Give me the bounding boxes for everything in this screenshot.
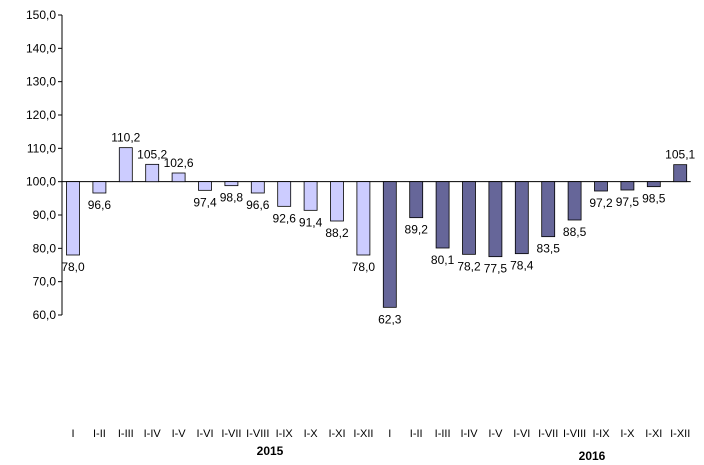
data-label: 102,6	[164, 156, 194, 170]
y-tick-label: 150,0	[26, 8, 56, 22]
bar	[198, 181, 212, 191]
category-label: I-II	[410, 428, 423, 440]
category-label: I-IX	[592, 428, 610, 440]
category-label: I-IV	[460, 428, 478, 440]
y-tick-label: 110,0	[27, 141, 56, 155]
category-label: I-IX	[276, 428, 294, 440]
bar	[224, 181, 239, 187]
bar	[514, 181, 529, 255]
data-label: 105,2	[137, 147, 167, 161]
year-label: 2016	[579, 449, 606, 463]
data-label: 88,5	[563, 225, 587, 239]
year-labels: 2015 2016	[257, 444, 606, 463]
data-label: 89,2	[405, 223, 429, 237]
data-label: 96,6	[88, 198, 112, 212]
bar	[435, 181, 450, 249]
category-label: I-X	[620, 428, 635, 440]
bar	[409, 181, 424, 219]
bar	[145, 163, 160, 183]
bar	[92, 181, 107, 194]
category-label: I-III	[118, 428, 134, 440]
data-label: 92,6	[273, 211, 297, 225]
bar	[277, 181, 292, 207]
bar	[330, 181, 344, 222]
bar	[382, 181, 397, 308]
y-tick-label: 140,0	[26, 41, 56, 55]
data-label: 88,2	[325, 226, 349, 240]
category-label: I-VI	[196, 428, 213, 440]
bar	[250, 181, 265, 194]
data-label: 110,2	[111, 131, 140, 145]
data-label: 98,8	[220, 191, 244, 205]
data-label: 77,5	[484, 262, 508, 276]
y-tick-label: 120,0	[26, 108, 56, 122]
category-label: I-XI	[328, 428, 345, 440]
data-label: 62,3	[378, 312, 402, 326]
category-label: I-VIII	[246, 428, 269, 440]
y-tick-label: 70,0	[33, 275, 57, 289]
bar	[356, 181, 371, 256]
data-label: 96,6	[246, 198, 270, 212]
bar	[646, 181, 661, 188]
y-tick-label: 90,0	[33, 208, 57, 222]
bar	[303, 181, 318, 211]
category-label: I	[388, 428, 391, 440]
y-tick-label: 130,0	[26, 75, 56, 89]
y-tick-label: 80,0	[33, 241, 57, 255]
data-label: 97,2	[589, 196, 613, 210]
bar	[66, 181, 80, 256]
category-label: I-XII	[353, 428, 373, 440]
bar	[620, 181, 635, 191]
axes: 60,0 70,0 80,0 90,0 100,0 110,0 120,0 130,0 140,…	[26, 8, 691, 322]
category-labels: I I-II I-III I-IV I-V I-VI I-VII I-VIII I-IX I-X I…	[71, 428, 690, 440]
data-label: 78,0	[352, 260, 376, 274]
data-label: 97,5	[616, 195, 640, 209]
bar	[171, 172, 186, 183]
category-label: I-XII	[670, 428, 690, 440]
category-label: I-VII	[538, 428, 558, 440]
bar	[541, 181, 556, 238]
bars	[66, 147, 688, 308]
y-tick-label: 100,0	[26, 175, 56, 189]
category-label: I-IV	[144, 428, 162, 440]
category-label: I-III	[435, 428, 451, 440]
data-label: 105,1	[665, 148, 695, 162]
category-label: I	[71, 428, 74, 440]
bar	[462, 181, 476, 255]
y-tick-label: 60,0	[33, 308, 57, 322]
year-label: 2015	[257, 444, 284, 458]
category-label: I-VIII	[563, 428, 586, 440]
category-label: I-II	[93, 428, 106, 440]
bar	[673, 164, 688, 183]
category-label: I-V	[172, 428, 187, 440]
data-label: 78,2	[457, 259, 481, 273]
bar	[594, 181, 608, 192]
bar	[488, 181, 503, 258]
category-label: I-X	[304, 428, 319, 440]
data-label: 98,5	[642, 192, 666, 206]
data-label: 78,0	[61, 260, 85, 274]
data-label: 83,5	[537, 242, 561, 256]
data-label: 78,4	[510, 259, 534, 273]
category-label: I-V	[488, 428, 503, 440]
bar	[118, 147, 133, 183]
category-label: I-VII	[221, 428, 241, 440]
category-label: I-VI	[513, 428, 530, 440]
data-label: 91,4	[299, 215, 323, 229]
bar	[567, 181, 582, 221]
data-label: 80,1	[431, 253, 455, 267]
category-label: I-XI	[645, 428, 662, 440]
data-label: 97,4	[193, 195, 217, 209]
